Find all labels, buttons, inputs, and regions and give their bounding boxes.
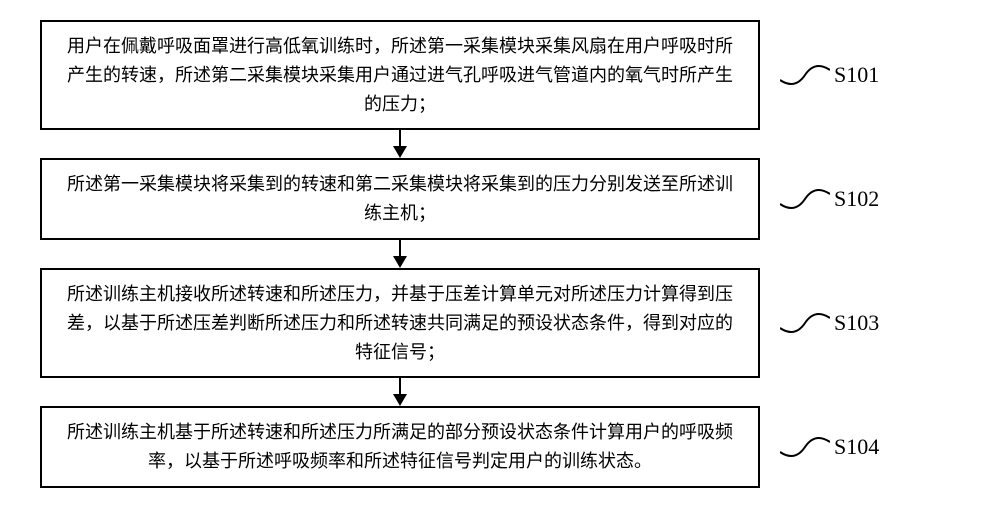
step-row: 所述训练主机基于所述转速和所述压力所满足的部分预设状态条件计算用户的呼吸频率，以… — [40, 406, 960, 488]
step-label-wrap: S101 — [780, 60, 879, 90]
curve-icon — [780, 432, 830, 462]
step-label-wrap: S104 — [780, 432, 879, 462]
arrow-connector — [40, 378, 760, 406]
step-row: 所述训练主机接收所述转速和所述压力，并基于压差计算单元对所述压力计算得到压差，以… — [40, 268, 960, 378]
step-box-2: 所述第一采集模块将采集到的转速和第二采集模块将采集到的压力分别发送至所述训练主机… — [40, 158, 760, 240]
curve-icon — [780, 308, 830, 338]
step-row: 所述第一采集模块将采集到的转速和第二采集模块将采集到的压力分别发送至所述训练主机… — [40, 158, 960, 240]
step-box-3: 所述训练主机接收所述转速和所述压力，并基于压差计算单元对所述压力计算得到压差，以… — [40, 268, 760, 378]
step-label-4: S104 — [834, 434, 879, 460]
arrow-connector — [40, 130, 760, 158]
step-label-3: S103 — [834, 310, 879, 336]
curve-icon — [780, 184, 830, 214]
flowchart: 用户在佩戴呼吸面罩进行高低氧训练时，所述第一采集模块采集风扇在用户呼吸时所产生的… — [40, 20, 960, 488]
step-label-wrap: S103 — [780, 308, 879, 338]
step-label-wrap: S102 — [780, 184, 879, 214]
step-label-2: S102 — [834, 186, 879, 212]
step-box-4: 所述训练主机基于所述转速和所述压力所满足的部分预设状态条件计算用户的呼吸频率，以… — [40, 406, 760, 488]
curve-icon — [780, 60, 830, 90]
step-box-1: 用户在佩戴呼吸面罩进行高低氧训练时，所述第一采集模块采集风扇在用户呼吸时所产生的… — [40, 20, 760, 130]
step-label-1: S101 — [834, 62, 879, 88]
arrow-connector — [40, 240, 760, 268]
step-row: 用户在佩戴呼吸面罩进行高低氧训练时，所述第一采集模块采集风扇在用户呼吸时所产生的… — [40, 20, 960, 130]
